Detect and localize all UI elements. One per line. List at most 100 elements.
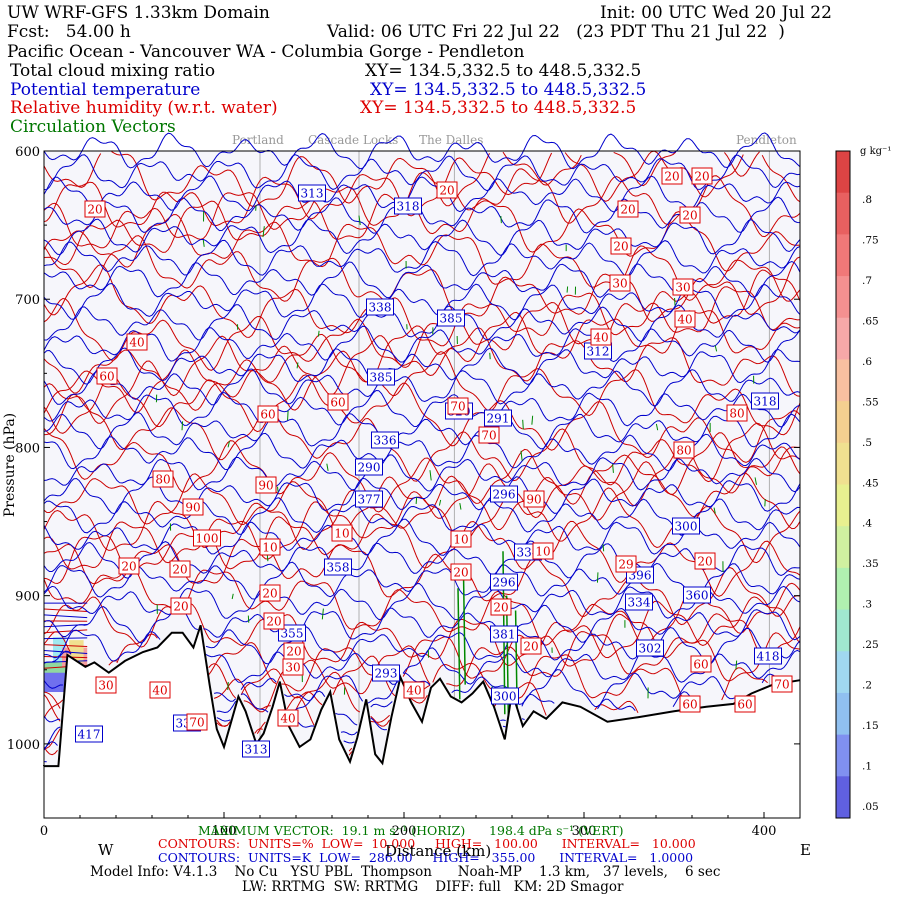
- theta-label-box: [366, 298, 394, 316]
- rh-contour: [43, 631, 801, 713]
- rh-label-box: [523, 490, 545, 508]
- circulation-vector: [602, 544, 605, 552]
- rh-label-box: [263, 612, 285, 630]
- rh-label-box: [520, 637, 542, 655]
- rh-label: 20: [262, 587, 277, 601]
- rh-contour: [43, 373, 801, 463]
- circulation-vector: [415, 497, 418, 504]
- theta-label-box: [490, 485, 518, 503]
- colorbar-label: .75: [862, 234, 879, 246]
- rh-contour-info: CONTOURS: UNITS=% LOW= 10.000 HIGH= 100.…: [158, 836, 696, 851]
- rh-label: 90: [185, 501, 200, 515]
- colorbar-label: .35: [862, 558, 879, 570]
- theta-label: 313: [245, 743, 268, 757]
- colorbar-swatch: [836, 442, 850, 485]
- rh-label: 80: [676, 444, 691, 458]
- rh-label-box: [95, 676, 117, 694]
- rh-label-box: [149, 681, 171, 699]
- rh-contour: [43, 461, 801, 551]
- rh-label: 60: [693, 658, 708, 672]
- theta-label-box: [324, 558, 352, 576]
- x-tick-label: 400: [752, 824, 777, 839]
- theta-contour: [43, 411, 801, 450]
- rh-label-box: [447, 397, 469, 415]
- rh-label-box: [170, 597, 192, 615]
- circulation-vector: [429, 470, 432, 481]
- rh-label-box: [84, 200, 106, 218]
- circulation-vector: [754, 477, 757, 485]
- rh-label-box: [327, 393, 349, 411]
- colorbar-label: .25: [862, 639, 879, 651]
- rh-label-box: [490, 598, 512, 616]
- rh-label-box: [126, 333, 148, 351]
- theta-label-box: [751, 392, 779, 410]
- colorbar-swatch: [836, 192, 850, 235]
- circulation-vector: [181, 421, 184, 431]
- theta-contour: [43, 389, 801, 428]
- terrain-fill: [44, 625, 800, 818]
- theta-label-box: [278, 624, 306, 642]
- theta-label-box: [355, 490, 383, 508]
- rh-label: 30: [612, 277, 627, 291]
- field-xy-cloud: XY= 134.5,332.5 to 448.5,332.5: [365, 61, 642, 81]
- rh-label: 60: [737, 698, 752, 712]
- theta-label: 358: [327, 561, 350, 575]
- colorbar-label: .05: [862, 801, 879, 813]
- rh-label: 10: [535, 545, 550, 559]
- theta-contour: [43, 154, 801, 192]
- rh-label-box: [182, 498, 204, 516]
- field-label-rh: Relative humidity (w.r.t. water): [10, 98, 278, 118]
- rh-label: 40: [406, 684, 421, 698]
- rh-label: 10: [453, 533, 468, 547]
- east-label: E: [800, 841, 811, 859]
- y-tick-label: 600: [15, 145, 40, 160]
- theta-contour: [43, 540, 800, 579]
- colorbar-swatch: [836, 526, 850, 569]
- field-label-theta: Potential temperature: [10, 80, 201, 100]
- x-tick-label: 100: [212, 824, 237, 839]
- rh-label: 100: [196, 532, 219, 546]
- theta-label-box: [298, 184, 326, 202]
- rh-contour: [43, 193, 801, 272]
- rh-label-box: [282, 658, 304, 676]
- theta-label: 296: [493, 576, 516, 590]
- colorbar-units: g kg⁻¹: [860, 146, 892, 157]
- rh-label: 70: [450, 400, 465, 414]
- rh-label: 70: [481, 429, 496, 443]
- circulation-vector: [438, 499, 442, 506]
- rh-label-box: [259, 584, 281, 602]
- theta-contour: [43, 347, 801, 385]
- theta-label: 296: [493, 488, 516, 502]
- colorbar-label: .8: [862, 194, 872, 206]
- colorbar-swatch: [836, 317, 850, 360]
- theta-label-box: [75, 725, 103, 743]
- place-portland: Portland: [232, 133, 284, 147]
- circulation-vector: [277, 486, 279, 492]
- low-level-contour: [43, 608, 88, 613]
- rh-label-box: [673, 441, 695, 459]
- x-tick-label: 300: [572, 824, 597, 839]
- colorbar-label: .65: [862, 315, 879, 327]
- theta-contour: [43, 325, 801, 363]
- low-level-contour: [43, 629, 88, 634]
- rh-label-box: [450, 530, 472, 548]
- theta-label-box: [672, 517, 700, 535]
- rh-label: 60: [330, 396, 345, 410]
- theta-label: 360: [686, 589, 709, 603]
- theta-label: 293: [375, 667, 398, 681]
- rh-label-box: [331, 524, 353, 542]
- x-axis-label: Distance (km): [385, 842, 492, 860]
- rh-contour: [43, 151, 760, 207]
- circulation-vector: [227, 441, 230, 448]
- rh-label-box: [169, 560, 191, 578]
- rh-label-box: [771, 675, 793, 693]
- circulation-vector: [735, 660, 738, 670]
- rh-label-box: [193, 529, 221, 547]
- theta-label-box: [367, 368, 395, 386]
- theta-label: 334: [628, 596, 651, 610]
- model-info-physics: LW: RRTMG SW: RRTMG DIFF: full KM: 2D Sm…: [242, 879, 624, 895]
- theta-label: 300: [494, 690, 517, 704]
- colorbar-label: .5: [862, 437, 872, 449]
- rh-label: 20: [173, 600, 188, 614]
- rh-label: 90: [258, 479, 273, 493]
